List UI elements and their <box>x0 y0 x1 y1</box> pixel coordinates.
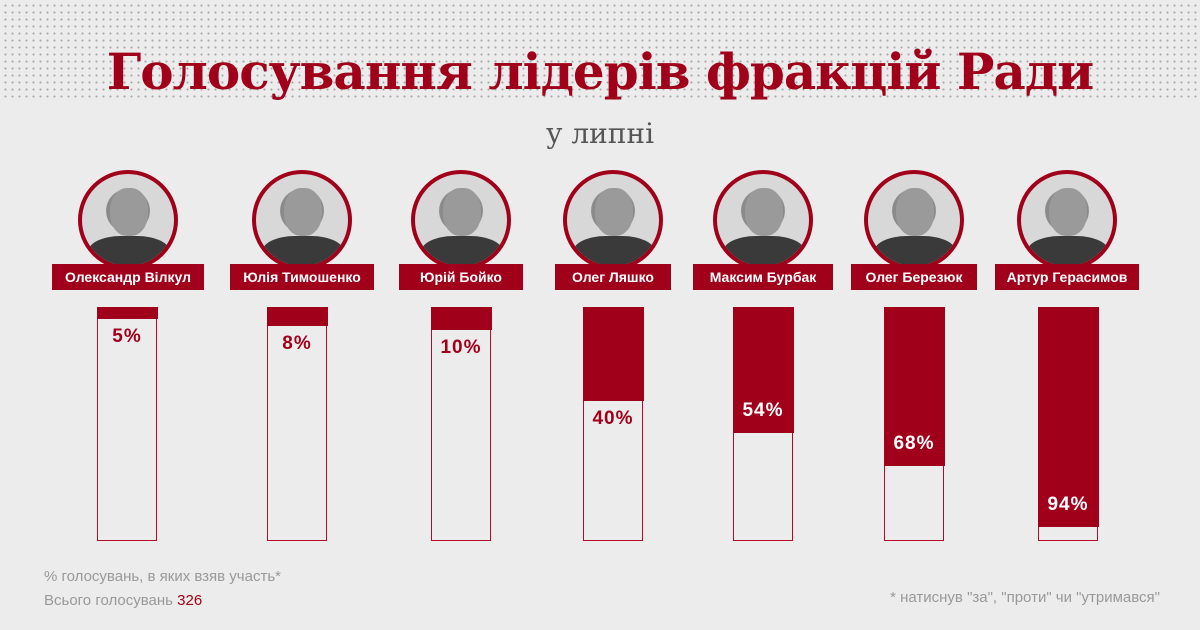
vote-percentage: 5% <box>112 326 142 347</box>
person-photo-icon <box>443 188 481 236</box>
person-photo-icon <box>745 188 783 236</box>
person-photo-icon <box>1049 188 1087 236</box>
person-photo-icon <box>723 236 805 266</box>
page-title: Голосування лідерів фракцій Ради <box>106 42 1094 101</box>
person-name: Олександр Вілкул <box>52 264 204 290</box>
vote-percentage: 8% <box>282 333 312 354</box>
total-votes-value: 326 <box>177 592 203 609</box>
total-votes-label: Всього голосувань <box>44 592 173 609</box>
avatar <box>1017 170 1117 270</box>
vote-bar: 10% <box>430 306 492 541</box>
vote-bar-fill <box>732 306 794 433</box>
vote-percentage: 54% <box>742 400 784 421</box>
vote-bar-fill <box>266 306 328 326</box>
vote-bar-fill <box>582 306 644 401</box>
vote-bar: 68% <box>883 306 945 541</box>
person-photo-icon <box>896 188 934 236</box>
person-photo-icon <box>595 188 633 236</box>
vote-percentage: 40% <box>592 408 634 429</box>
person-name: Артур Герасимов <box>995 264 1139 290</box>
vote-bar-fill <box>430 306 492 330</box>
total-votes: Всього голосувань 326 <box>44 589 281 613</box>
person-photo-icon <box>421 236 503 266</box>
avatar <box>78 170 178 270</box>
legend-text: % голосувань, в яких взяв участь* <box>44 568 281 585</box>
vote-percentage: 10% <box>440 337 482 358</box>
avatar <box>411 170 511 270</box>
vote-bar: 54% <box>732 306 794 541</box>
vote-bar: 40% <box>582 306 644 541</box>
avatar <box>864 170 964 270</box>
avatar <box>713 170 813 270</box>
vote-bar: 94% <box>1037 306 1099 541</box>
person-name: Юрій Бойко <box>399 264 523 290</box>
avatar <box>563 170 663 270</box>
footnote: * натиснув "за", "проти" чи "утримався" <box>890 589 1160 606</box>
person-name: Максим Бурбак <box>693 264 833 290</box>
vote-bar-fill <box>96 306 158 319</box>
chart-legend: % голосувань, в яких взяв участь* Всього… <box>44 565 281 613</box>
vote-bar: 8% <box>266 306 328 541</box>
person-photo-icon <box>284 188 322 236</box>
page-subtitle: у липні <box>545 117 655 150</box>
person-name: Олег Ляшко <box>555 264 671 290</box>
person-photo-icon <box>1027 236 1109 266</box>
avatar <box>252 170 352 270</box>
person-name: Юлія Тимошенко <box>230 264 374 290</box>
person-photo-icon <box>874 236 956 266</box>
person-photo-icon <box>88 236 170 266</box>
vote-percentage: 68% <box>893 433 935 454</box>
vote-percentage: 94% <box>1047 494 1089 515</box>
person-photo-icon <box>573 236 655 266</box>
dotted-header-pattern <box>0 0 1200 101</box>
vote-bar: 5% <box>96 306 158 541</box>
person-photo-icon <box>110 188 148 236</box>
vote-bar-fill <box>883 306 945 466</box>
person-name: Олег Березюк <box>851 264 977 290</box>
person-photo-icon <box>262 236 344 266</box>
vote-bar-fill <box>1037 306 1099 527</box>
